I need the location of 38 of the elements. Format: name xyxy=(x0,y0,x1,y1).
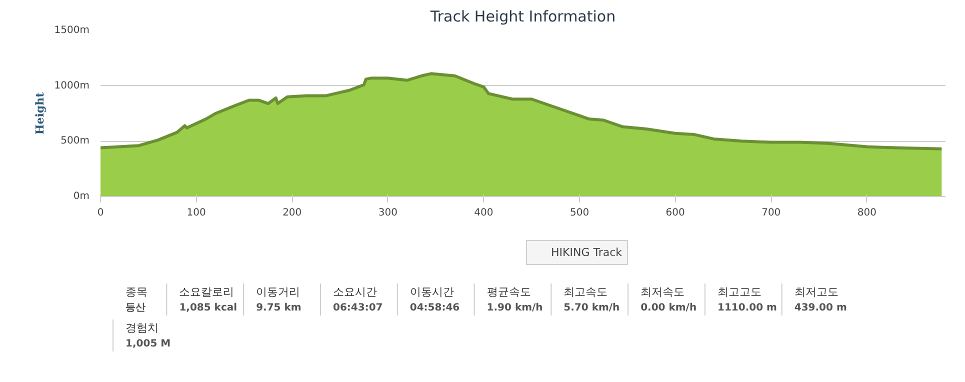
text: 04:58:46 xyxy=(410,302,460,314)
x-tick-label: 200 xyxy=(282,208,302,218)
text: 최고속도 xyxy=(564,286,608,298)
text: 5.70 km/h xyxy=(564,302,620,314)
text: 최고고도 xyxy=(717,286,762,298)
text: 소요시간 xyxy=(332,286,377,298)
y-axis-title: Height xyxy=(33,91,46,135)
y-tick-label: 500m xyxy=(60,136,90,147)
text: 평균속도 xyxy=(486,286,531,298)
y-tick-label: 1500m xyxy=(54,25,90,36)
text: 1110.00 m xyxy=(717,302,777,314)
text: 439.00 m xyxy=(794,302,847,314)
text: 소요칼로리 xyxy=(179,286,234,298)
x-tick-label: 400 xyxy=(474,208,494,218)
x-tick-label: 600 xyxy=(666,208,685,218)
text: 0.00 km/h xyxy=(640,302,697,314)
x-tick-label: 300 xyxy=(378,208,398,218)
text: 이동거리 xyxy=(256,286,300,298)
text: 종목 xyxy=(126,286,148,298)
x-tick-label: 700 xyxy=(762,208,781,218)
text: 경험치 xyxy=(126,322,159,334)
text: 최저속도 xyxy=(640,286,685,298)
x-tick-label: 0 xyxy=(97,208,104,218)
x-tick-label: 100 xyxy=(186,208,206,218)
text: 06:43:07 xyxy=(332,302,383,314)
text: 1,005 M xyxy=(126,338,171,350)
text: 9.75 km xyxy=(256,302,302,314)
text: 최저고도 xyxy=(794,286,838,298)
x-tick-label: 500 xyxy=(570,208,590,218)
x-tick-label: 800 xyxy=(857,208,876,218)
y-tick-label: 0m xyxy=(73,191,90,202)
y-tick-label: 1000m xyxy=(54,80,90,92)
text: 1,085 kcal xyxy=(179,302,238,314)
text: 1.90 km/h xyxy=(486,302,543,314)
chart-title: Track Height Information xyxy=(429,8,616,26)
text: 등산 xyxy=(126,302,146,314)
text: HIKING Track xyxy=(551,246,622,259)
text: 이동시간 xyxy=(410,286,454,298)
